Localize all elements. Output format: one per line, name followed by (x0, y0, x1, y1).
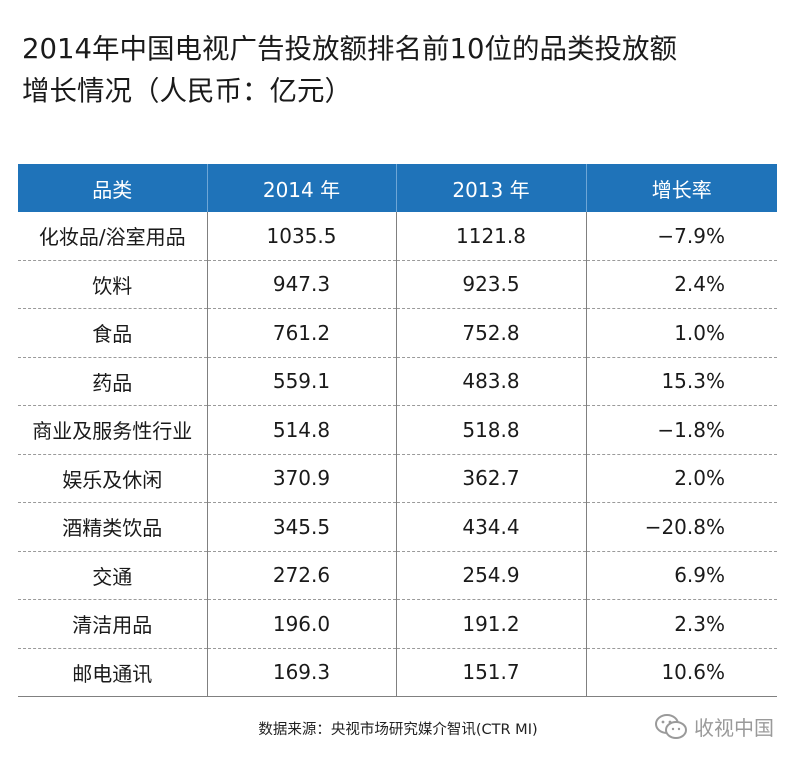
cell-growth-rate: 6.9% (585, 551, 777, 600)
cell-category: 饮料 (18, 260, 207, 309)
cell-2013-value: 191.2 (395, 599, 586, 649)
cell-2014-value: 196.0 (206, 599, 396, 649)
column-header-2014: 2014 年 (206, 164, 396, 212)
cell-2013-value: 752.8 (395, 308, 586, 358)
chart-title: 2014年中国电视广告投放额排名前10位的品类投放额 增长情况（人民币：亿元） (22, 28, 782, 112)
cell-category: 酒精类饮品 (18, 502, 207, 552)
cell-growth-rate: −7.9% (585, 212, 777, 261)
cell-2014-value: 761.2 (206, 308, 396, 358)
column-header-growth: 增长率 (585, 164, 777, 212)
table-row: 饮料 947.3 923.5 2.4% (18, 260, 777, 309)
cell-2013-value: 362.7 (395, 454, 586, 503)
cell-2013-value: 434.4 (395, 502, 586, 552)
table-row: 商业及服务性行业 514.8 518.8 −1.8% (18, 405, 777, 455)
cell-growth-rate: 2.4% (585, 260, 777, 309)
cell-2014-value: 345.5 (206, 502, 396, 552)
table-header-row: 品类 2014 年 2013 年 增长率 (18, 164, 777, 212)
cell-2014-value: 272.6 (206, 551, 396, 600)
cell-2013-value: 254.9 (395, 551, 586, 600)
cell-growth-rate: −1.8% (585, 405, 777, 455)
column-header-2013: 2013 年 (395, 164, 586, 212)
wechat-icon (655, 713, 687, 739)
table-row: 交通 272.6 254.9 6.9% (18, 551, 777, 600)
column-header-category: 品类 (18, 164, 207, 212)
table-row: 药品 559.1 483.8 15.3% (18, 357, 777, 406)
cell-2014-value: 1035.5 (206, 212, 396, 261)
chart-title-line-1: 2014年中国电视广告投放额排名前10位的品类投放额 (22, 33, 677, 65)
table-row: 食品 761.2 752.8 1.0% (18, 308, 777, 358)
cell-category: 商业及服务性行业 (18, 405, 207, 455)
cell-category: 化妆品/浴室用品 (18, 212, 207, 261)
cell-2014-value: 559.1 (206, 357, 396, 406)
data-table: 品类 2014 年 2013 年 增长率 化妆品/浴室用品 1035.5 1121.… (18, 164, 777, 697)
cell-growth-rate: 10.6% (585, 648, 777, 697)
cell-growth-rate: −20.8% (585, 502, 777, 552)
cell-category: 邮电通讯 (18, 648, 207, 697)
table-row: 化妆品/浴室用品 1035.5 1121.8 −7.9% (18, 212, 777, 261)
brand-text: 收视中国 (694, 716, 774, 740)
table-row: 清洁用品 196.0 191.2 2.3% (18, 599, 777, 649)
cell-2013-value: 483.8 (395, 357, 586, 406)
cell-category: 食品 (18, 308, 207, 358)
cell-2014-value: 370.9 (206, 454, 396, 503)
table-row: 邮电通讯 169.3 151.7 10.6% (18, 648, 777, 697)
cell-2014-value: 169.3 (206, 648, 396, 697)
cell-category: 药品 (18, 357, 207, 406)
cell-2013-value: 518.8 (395, 405, 586, 455)
chart-title-line-2: 增长情况（人民币：亿元） (22, 75, 352, 107)
table-body: 化妆品/浴室用品 1035.5 1121.8 −7.9% 饮料 947.3 923.5 2.4… (18, 212, 777, 697)
cell-2013-value: 1121.8 (395, 212, 586, 261)
cell-growth-rate: 2.0% (585, 454, 777, 503)
cell-2013-value: 923.5 (395, 260, 586, 309)
source-note: 数据来源：央视市场研究媒介智讯(CTR MI) (258, 722, 538, 738)
cell-growth-rate: 15.3% (585, 357, 777, 406)
cell-2014-value: 514.8 (206, 405, 396, 455)
cell-growth-rate: 1.0% (585, 308, 777, 358)
cell-2013-value: 151.7 (395, 648, 586, 697)
cell-category: 清洁用品 (18, 599, 207, 649)
cell-2014-value: 947.3 (206, 260, 396, 309)
cell-category: 娱乐及休闲 (18, 454, 207, 503)
table-row: 酒精类饮品 345.5 434.4 −20.8% (18, 502, 777, 552)
cell-category: 交通 (18, 551, 207, 600)
cell-growth-rate: 2.3% (585, 599, 777, 649)
table-row: 娱乐及休闲 370.9 362.7 2.0% (18, 454, 777, 503)
brand-watermark: 收视中国 (654, 712, 774, 741)
